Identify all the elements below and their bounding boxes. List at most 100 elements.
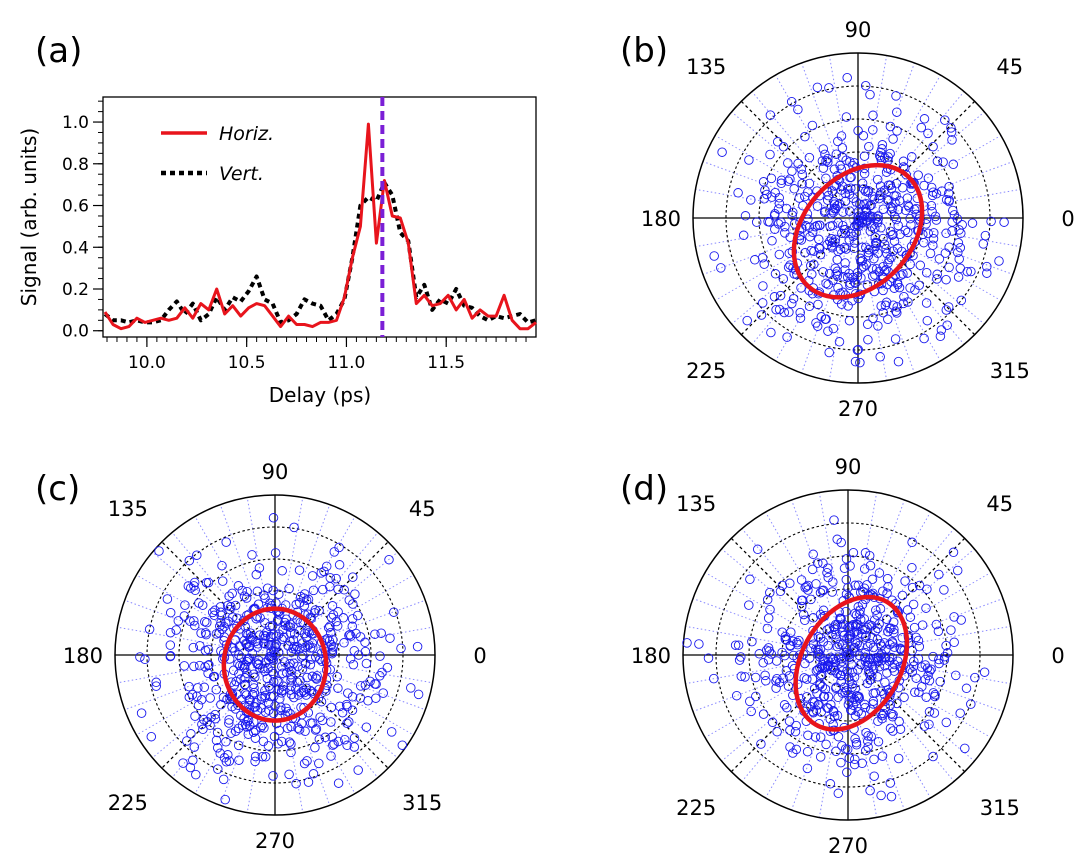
scatter-point xyxy=(173,616,184,626)
scatter-point xyxy=(882,248,892,259)
scatter-point xyxy=(883,152,893,162)
scatter-point xyxy=(849,238,860,248)
scatter-point xyxy=(376,628,386,638)
scatter-point xyxy=(830,619,841,630)
scatter-point xyxy=(360,646,371,657)
scatter-point xyxy=(779,307,790,318)
scatter-point xyxy=(885,700,896,710)
scatter-point xyxy=(325,573,336,583)
angle-label-180: 180 xyxy=(63,644,103,668)
scatter-point xyxy=(894,716,904,727)
scatter-point xyxy=(875,651,885,661)
scatter-point xyxy=(832,641,842,652)
scatter-point xyxy=(745,696,755,707)
scatter-point xyxy=(863,742,873,752)
scatter-point xyxy=(758,658,768,668)
angle-label-135: 135 xyxy=(686,55,726,79)
scatter-point xyxy=(277,566,287,576)
scatter-point xyxy=(335,701,345,712)
x-tick-label: 10.5 xyxy=(228,353,266,373)
scatter-point xyxy=(312,671,322,681)
y-tick-label: 0.0 xyxy=(62,322,89,342)
scatter-point xyxy=(321,561,332,572)
scatter-point xyxy=(840,687,850,698)
scatter-point xyxy=(915,260,926,271)
scatter-point xyxy=(349,733,360,743)
scatter-point xyxy=(866,731,876,742)
scatter-point xyxy=(837,152,848,162)
scatter-point xyxy=(268,585,278,596)
scatter-point xyxy=(224,715,234,725)
scatter-point xyxy=(940,115,950,125)
scatter-point xyxy=(371,693,381,703)
scatter-point xyxy=(747,636,757,647)
scatter-point xyxy=(219,753,230,763)
scatter-point xyxy=(340,734,350,745)
scatter-point xyxy=(326,751,336,761)
scatter-point xyxy=(939,651,950,662)
scatter-point xyxy=(857,758,867,769)
scatter-point xyxy=(930,211,941,222)
scatter-point xyxy=(198,724,208,735)
scatter-point xyxy=(322,633,333,644)
angular-gridline xyxy=(847,511,931,656)
angular-gridline xyxy=(152,551,276,656)
scatter-point xyxy=(375,651,385,661)
scatter-point xyxy=(883,314,893,325)
scatter-point xyxy=(897,590,908,601)
scatter-point xyxy=(284,662,294,672)
scatter-point xyxy=(278,685,289,695)
scatter-point xyxy=(182,736,192,746)
scatter-point xyxy=(347,692,358,702)
scatter-point xyxy=(333,607,343,617)
scatter-point xyxy=(210,709,220,720)
scatter-point xyxy=(863,731,873,741)
scatter-point xyxy=(268,771,278,781)
scatter-point xyxy=(337,707,348,718)
scatter-point xyxy=(315,712,325,722)
scatter-point xyxy=(844,672,854,683)
scatter-point xyxy=(190,711,200,721)
scatter-point xyxy=(294,725,305,735)
scatter-point xyxy=(892,107,902,117)
scatter-point xyxy=(237,720,248,730)
scatter-point xyxy=(921,692,932,702)
scatter-point xyxy=(875,181,886,191)
scatter-point xyxy=(837,143,848,153)
angular-gridline xyxy=(731,217,859,325)
scatter-point xyxy=(256,722,266,733)
scatter-point xyxy=(764,217,775,227)
scatter-point xyxy=(913,653,924,664)
scatter-point xyxy=(871,241,881,252)
scatter-point xyxy=(868,125,878,135)
scatter-point xyxy=(765,604,775,615)
angle-label-0: 0 xyxy=(1061,207,1074,231)
angular-gridline xyxy=(704,654,849,738)
scatter-point xyxy=(848,547,859,558)
scatter-point xyxy=(840,196,851,207)
scatter-point xyxy=(930,689,940,700)
scatter-point xyxy=(827,237,838,248)
scatter-point xyxy=(299,687,310,698)
scatter-point xyxy=(880,652,890,662)
angular-gridline xyxy=(847,654,1004,712)
y-tick-label: 1.0 xyxy=(62,113,89,133)
scatter-point xyxy=(296,718,307,729)
polar-plot-d: 0 45 90 135 180 225 270 315 xyxy=(631,455,1065,858)
diagonal-axis xyxy=(161,541,276,656)
scatter-point xyxy=(339,585,349,595)
scatter-point xyxy=(898,298,909,309)
scatter-point xyxy=(744,155,754,165)
scatter-point xyxy=(931,619,942,630)
scatter-point xyxy=(876,655,887,666)
angular-gridline xyxy=(801,217,859,374)
legend-label-horiz: Horiz. xyxy=(219,123,274,145)
scatter-point xyxy=(935,676,945,687)
scatter-point xyxy=(786,96,797,107)
scatter-point xyxy=(982,268,992,278)
scatter-point xyxy=(325,627,336,638)
scatter-point xyxy=(886,183,897,194)
scatter-point xyxy=(812,82,823,93)
scatter-point xyxy=(286,721,296,732)
scatter-point xyxy=(822,195,833,205)
